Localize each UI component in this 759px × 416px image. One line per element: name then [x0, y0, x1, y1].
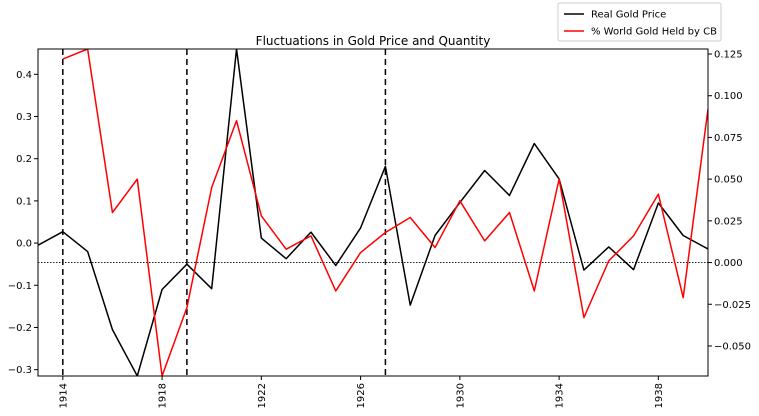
chart-title: Fluctuations in Gold Price and Quantity	[256, 34, 491, 48]
right-y-tick-label: 0.100	[714, 91, 743, 102]
plot-area	[38, 49, 708, 376]
x-tick-label: 1934	[555, 383, 566, 408]
x-tick-label: 1926	[356, 383, 367, 408]
right-y-tick-label: 0.050	[714, 175, 743, 186]
x-tick-label: 1922	[257, 383, 268, 408]
right-y-tick-label: 0.075	[714, 133, 743, 144]
left-y-tick-label: 0.0	[16, 239, 32, 250]
right-y-tick-label: 0.125	[714, 50, 743, 61]
series-line-world-gold-held-by-cb	[62, 49, 708, 376]
left-y-tick-label: 0.4	[16, 70, 32, 81]
plot-frame	[37, 48, 709, 377]
x-tick-label: 1918	[158, 383, 169, 408]
left-y-tick-label: −0.3	[8, 365, 32, 376]
right-y-tick-label: 0.025	[714, 216, 743, 227]
left-y-tick-label: 0.1	[16, 196, 32, 207]
legend: Real Gold Price % World Gold Held by CB	[557, 2, 722, 42]
x-tick-label: 1914	[58, 383, 69, 408]
series-line-real-gold-price	[38, 49, 708, 376]
left-y-tick-label: −0.1	[8, 281, 32, 292]
right-y-tick-label: −0.025	[714, 300, 751, 311]
right-y-tick-label: −0.050	[714, 341, 751, 352]
legend-label: Real Gold Price	[591, 10, 666, 21]
x-tick-label: 1938	[654, 383, 665, 408]
left-y-tick-label: −0.2	[8, 323, 32, 334]
x-tick-label: 1930	[455, 383, 466, 408]
legend-box	[557, 2, 722, 42]
left-y-tick-label: 0.2	[16, 154, 32, 165]
left-y-tick-label: 0.3	[16, 112, 32, 123]
right-y-tick-label: 0.000	[714, 258, 743, 269]
axes: −0.3 −0.2 −0.1 0.0 0.1 0.2 0.3 0.4 −0.050 −0.025 0…	[8, 48, 751, 408]
legend-label: % World Gold Held by CB	[591, 27, 717, 38]
